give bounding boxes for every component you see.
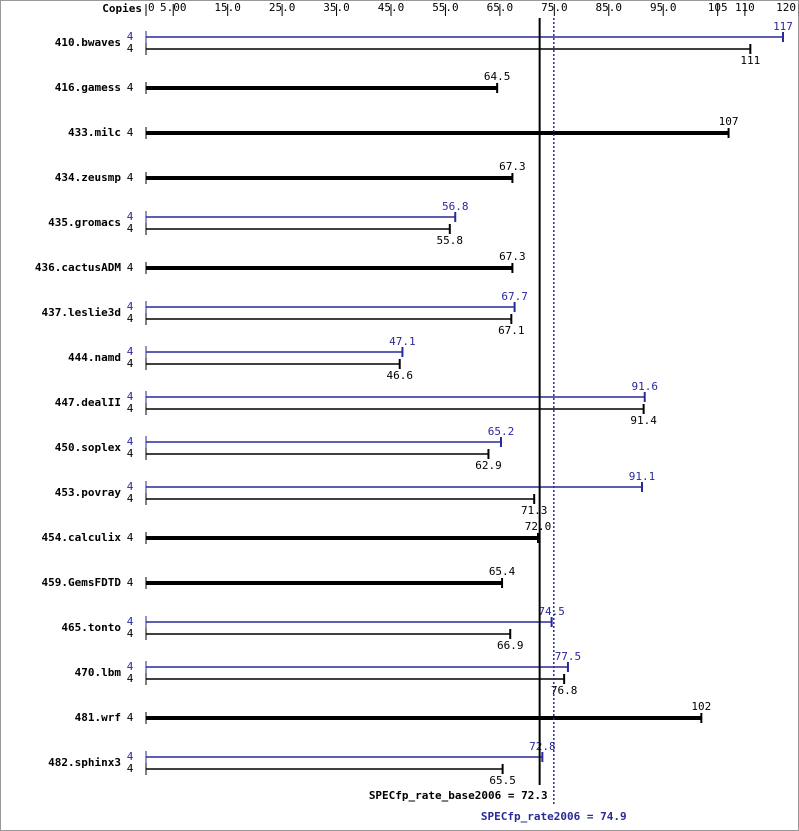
benchmark-name: 416.gamess — [55, 81, 121, 94]
copies: 4 — [127, 672, 134, 685]
value-label: 65.5 — [489, 774, 516, 787]
value-label: 67.3 — [499, 250, 526, 263]
benchmark-name: 434.zeusmp — [55, 171, 122, 184]
benchmark-name: 453.povray — [55, 486, 122, 499]
value-label: 72.8 — [529, 740, 556, 753]
value-label: 64.5 — [484, 70, 511, 83]
value-label: 67.7 — [501, 290, 528, 303]
x-tick-label: 0 — [148, 1, 155, 14]
value-label: 102 — [691, 700, 711, 713]
x-tick-label: 45.0 — [378, 1, 405, 14]
value-label: 62.9 — [475, 459, 502, 472]
copies: 4 — [127, 30, 134, 43]
benchmark-name: 459.GemsFDTD — [42, 576, 122, 589]
copies: 4 — [127, 300, 134, 313]
benchmark-name: 437.leslie3d — [42, 306, 121, 319]
value-label: 46.6 — [386, 369, 413, 382]
benchmark-name: 410.bwaves — [55, 36, 121, 49]
x-tick-label: 75.0 — [541, 1, 568, 14]
x-tick-label: 105 — [708, 1, 728, 14]
benchmark-name: 454.calculix — [42, 531, 122, 544]
benchmark-name: 436.cactusADM — [35, 261, 121, 274]
value-label: 66.9 — [497, 639, 524, 652]
value-label: 76.8 — [551, 684, 578, 697]
copies: 4 — [127, 210, 134, 223]
benchmark-name: 470.lbm — [75, 666, 122, 679]
copies: 4 — [127, 711, 134, 724]
x-tick-label: 85.0 — [596, 1, 623, 14]
copies: 4 — [127, 447, 134, 460]
benchmark-name: 444.namd — [68, 351, 121, 364]
copies: 4 — [127, 81, 134, 94]
copies: 4 — [127, 480, 134, 493]
x-tick-label: 5.00 — [160, 1, 187, 14]
copies: 4 — [127, 171, 134, 184]
value-label: 117 — [773, 20, 793, 33]
x-tick-label: 35.0 — [323, 1, 350, 14]
value-label: 65.4 — [489, 565, 516, 578]
value-label: 91.1 — [629, 470, 656, 483]
value-label: 91.4 — [630, 414, 657, 427]
benchmark-name: 433.milc — [68, 126, 121, 139]
value-label: 71.3 — [521, 504, 548, 517]
copies: 4 — [127, 660, 134, 673]
copies: 4 — [127, 576, 134, 589]
summary-label: SPECfp_rate2006 = 74.9 — [481, 810, 627, 823]
copies: 4 — [127, 531, 134, 544]
copies: 4 — [127, 750, 134, 763]
copies: 4 — [127, 345, 134, 358]
value-label: 67.3 — [499, 160, 526, 173]
x-tick-label: 65.0 — [487, 1, 514, 14]
copies: 4 — [127, 312, 134, 325]
value-label: 111 — [740, 54, 760, 67]
x-tick-label: 95.0 — [650, 1, 677, 14]
value-label: 77.5 — [555, 650, 582, 663]
x-tick-label: 25.0 — [269, 1, 296, 14]
copies: 4 — [127, 357, 134, 370]
value-label: 72.0 — [525, 520, 552, 533]
x-tick-label: 110 — [735, 1, 755, 14]
copies-header: Copies — [102, 2, 142, 15]
value-label: 65.2 — [488, 425, 515, 438]
copies: 4 — [127, 435, 134, 448]
value-label: 107 — [719, 115, 739, 128]
value-label: 91.6 — [631, 380, 658, 393]
copies: 4 — [127, 402, 134, 415]
x-tick-label: 120 — [776, 1, 796, 14]
copies: 4 — [127, 126, 134, 139]
x-tick-label: 15.0 — [214, 1, 241, 14]
x-tick-label: 55.0 — [432, 1, 459, 14]
copies: 4 — [127, 762, 134, 775]
benchmark-name: 450.soplex — [55, 441, 122, 454]
copies: 4 — [127, 390, 134, 403]
value-label: 47.1 — [389, 335, 416, 348]
summary-label: SPECfp_rate_base2006 = 72.3 — [369, 789, 548, 802]
value-label: 67.1 — [498, 324, 525, 337]
copies: 4 — [127, 627, 134, 640]
benchmark-name: 447.dealII — [55, 396, 121, 409]
benchmark-name: 482.sphinx3 — [48, 756, 121, 769]
benchmark-name: 481.wrf — [75, 711, 121, 724]
copies: 4 — [127, 42, 134, 55]
value-label: 55.8 — [437, 234, 464, 247]
benchmark-name: 465.tonto — [61, 621, 121, 634]
copies: 4 — [127, 222, 134, 235]
value-label: 56.8 — [442, 200, 469, 213]
copies: 4 — [127, 492, 134, 505]
copies: 4 — [127, 261, 134, 274]
value-label: 74.5 — [538, 605, 565, 618]
benchmark-name: 435.gromacs — [48, 216, 121, 229]
copies: 4 — [127, 615, 134, 628]
